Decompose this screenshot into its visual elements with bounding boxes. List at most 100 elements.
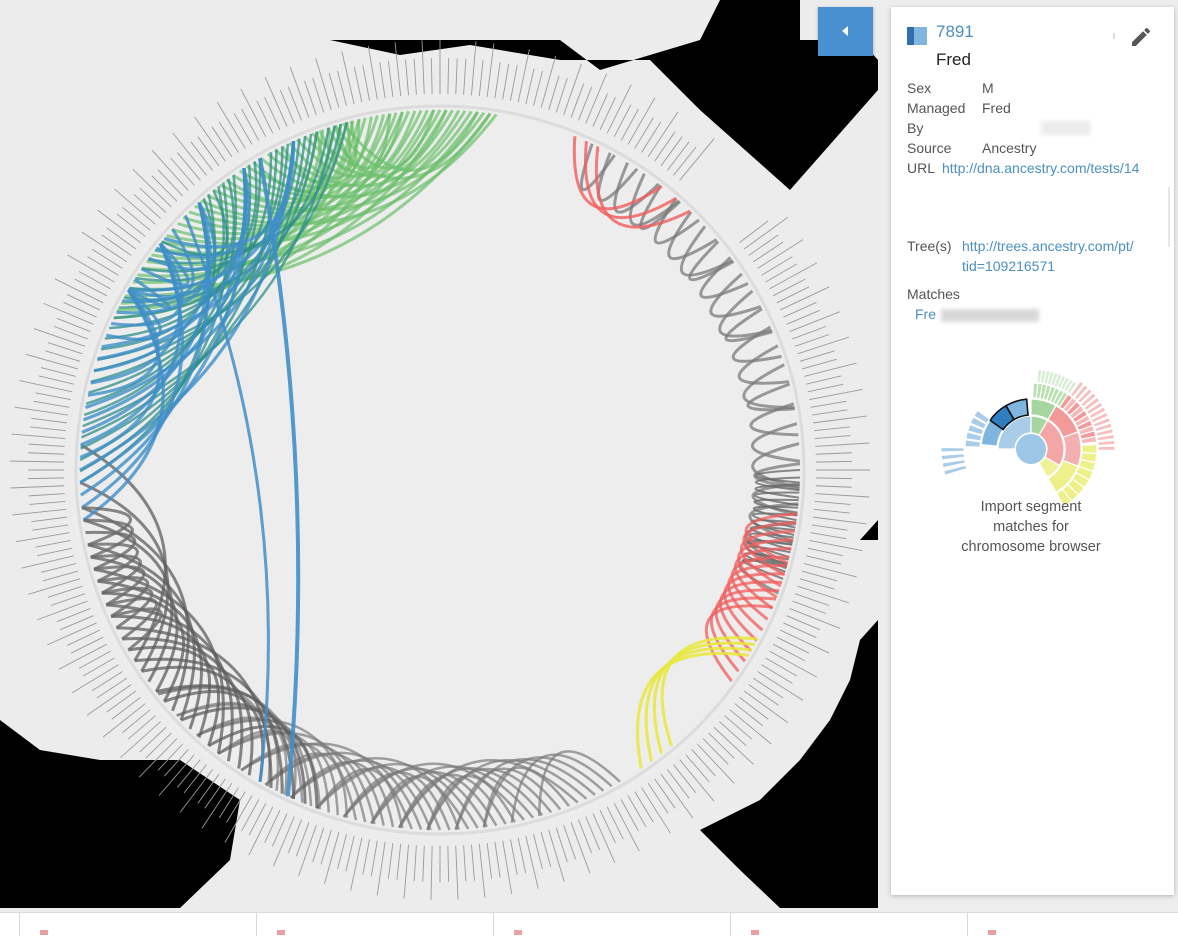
sunburst-segment[interactable] <box>1080 435 1098 445</box>
sunburst-segment[interactable] <box>1062 431 1082 467</box>
segment-label-tick <box>599 810 616 843</box>
sunburst-segment[interactable] <box>1055 488 1073 507</box>
sunburst-segment[interactable] <box>1038 456 1061 479</box>
segment-label-tick <box>510 839 518 875</box>
sunburst-segment[interactable] <box>965 431 983 442</box>
sunburst-segment[interactable] <box>1092 416 1112 428</box>
url-link[interactable]: http://dna.ancestry.com/tests/14 <box>942 160 1140 176</box>
chord-diagram[interactable] <box>0 0 878 908</box>
import-segment-matches-link[interactable]: Import segment matches for chromosome br… <box>931 497 1131 557</box>
segment-label-tick <box>224 795 253 843</box>
segment-label-tick <box>510 65 518 101</box>
matches-link[interactable]: Fre <box>915 306 936 322</box>
segment-label-tick <box>691 749 717 777</box>
segment-label-tick <box>792 600 827 615</box>
file-item[interactable] <box>256 913 493 936</box>
collapse-panel-button[interactable] <box>818 7 873 56</box>
segment-label-tick <box>376 841 386 896</box>
segment-label-tick <box>116 213 146 237</box>
segment-label-tick <box>264 97 281 130</box>
segment-label-tick <box>10 460 65 463</box>
segment-label-tick <box>761 256 793 276</box>
segment-label-tick <box>743 216 789 250</box>
sunburst-segment[interactable] <box>940 453 966 461</box>
segment-label-tick <box>634 791 654 823</box>
segment-label-tick <box>807 547 844 557</box>
segment-label-tick <box>396 843 402 880</box>
chord-diagram-area[interactable] <box>0 0 878 908</box>
segment-label-tick <box>570 83 585 118</box>
sunburst-segment[interactable] <box>966 423 985 436</box>
segment-label-tick <box>548 829 565 882</box>
trees-link-tid[interactable]: tid=109216571 <box>962 258 1056 274</box>
segment-label-tick <box>413 58 417 95</box>
file-item[interactable] <box>19 913 256 936</box>
chord-gray <box>264 752 349 818</box>
segment-label-tick <box>204 778 226 809</box>
segment-label-tick <box>218 121 239 153</box>
file-item[interactable] <box>967 913 1178 936</box>
sunburst-segment[interactable] <box>1097 445 1116 452</box>
segment-label-tick <box>811 409 848 416</box>
segment-label-tick <box>38 375 75 385</box>
ancestry-sunburst-chart[interactable] <box>911 307 1141 507</box>
trees-label: Tree(s) <box>907 238 952 254</box>
segment-label-tick <box>264 810 281 843</box>
sunburst-segment[interactable] <box>1065 380 1078 395</box>
pencil-icon[interactable] <box>1129 25 1153 49</box>
sunburst-center[interactable] <box>1016 434 1046 464</box>
segment-label-tick <box>654 778 676 809</box>
segment-label-tick <box>815 442 870 447</box>
sunburst-segment[interactable] <box>940 446 965 453</box>
sunburst-segment[interactable] <box>1093 422 1113 433</box>
segment-label-tick <box>345 835 355 872</box>
segment-label-tick <box>805 375 842 385</box>
segment-label-tick <box>776 636 810 654</box>
segment-label-tick <box>289 66 310 118</box>
segment-label-tick <box>102 703 146 738</box>
chord-green <box>194 113 498 226</box>
sunburst-segment[interactable] <box>1096 433 1116 442</box>
chord-red <box>584 140 677 219</box>
segment-label-tick <box>19 380 73 393</box>
scrollbar[interactable] <box>1168 187 1170 247</box>
segment-label-tick <box>585 816 601 850</box>
segment-label-tick <box>71 664 119 694</box>
segment-label-tick <box>312 78 325 113</box>
sunburst-segment[interactable] <box>1096 439 1116 447</box>
sunburst-segment[interactable] <box>969 416 988 430</box>
segment-label-tick <box>799 578 835 590</box>
segment-label-tick <box>660 773 694 819</box>
sunburst-segment[interactable] <box>1088 406 1107 420</box>
segment-label-tick <box>702 738 729 765</box>
chord-red <box>737 538 794 599</box>
sunburst-segment[interactable] <box>964 439 982 448</box>
segment-label-tick <box>21 555 75 569</box>
chord-gray <box>742 363 795 409</box>
sunburst-segment[interactable] <box>1073 383 1090 401</box>
sunburst-segment[interactable] <box>1076 387 1094 405</box>
sunburst-segment[interactable] <box>1079 391 1098 408</box>
chord-gray <box>718 289 773 338</box>
sunburst-segment[interactable] <box>1082 396 1101 412</box>
sunburst-segment[interactable] <box>1085 401 1104 416</box>
sunburst-segment[interactable] <box>941 458 967 469</box>
file-item[interactable] <box>730 913 967 936</box>
file-item[interactable] <box>493 913 730 936</box>
chord-gray <box>731 325 782 363</box>
trees-link[interactable]: http://trees.ancestry.com/pt/ <box>962 238 1134 254</box>
sunburst-segment[interactable] <box>1069 380 1085 398</box>
chord-gray <box>754 469 801 484</box>
sunburst-segment[interactable] <box>1004 398 1029 421</box>
chord-gray <box>751 442 800 490</box>
sunburst-segment[interactable] <box>942 464 968 477</box>
segment-label-tick <box>773 643 806 662</box>
segment-label-tick <box>430 58 433 95</box>
sunburst-segment[interactable] <box>1047 459 1079 494</box>
sunburst-segment[interactable] <box>973 409 991 425</box>
segment-label-tick <box>287 86 303 121</box>
sunburst-segment[interactable] <box>1095 427 1115 437</box>
segment-label-tick <box>811 524 848 531</box>
segment-label-tick <box>170 157 195 186</box>
sunburst-segment[interactable] <box>1090 411 1110 424</box>
